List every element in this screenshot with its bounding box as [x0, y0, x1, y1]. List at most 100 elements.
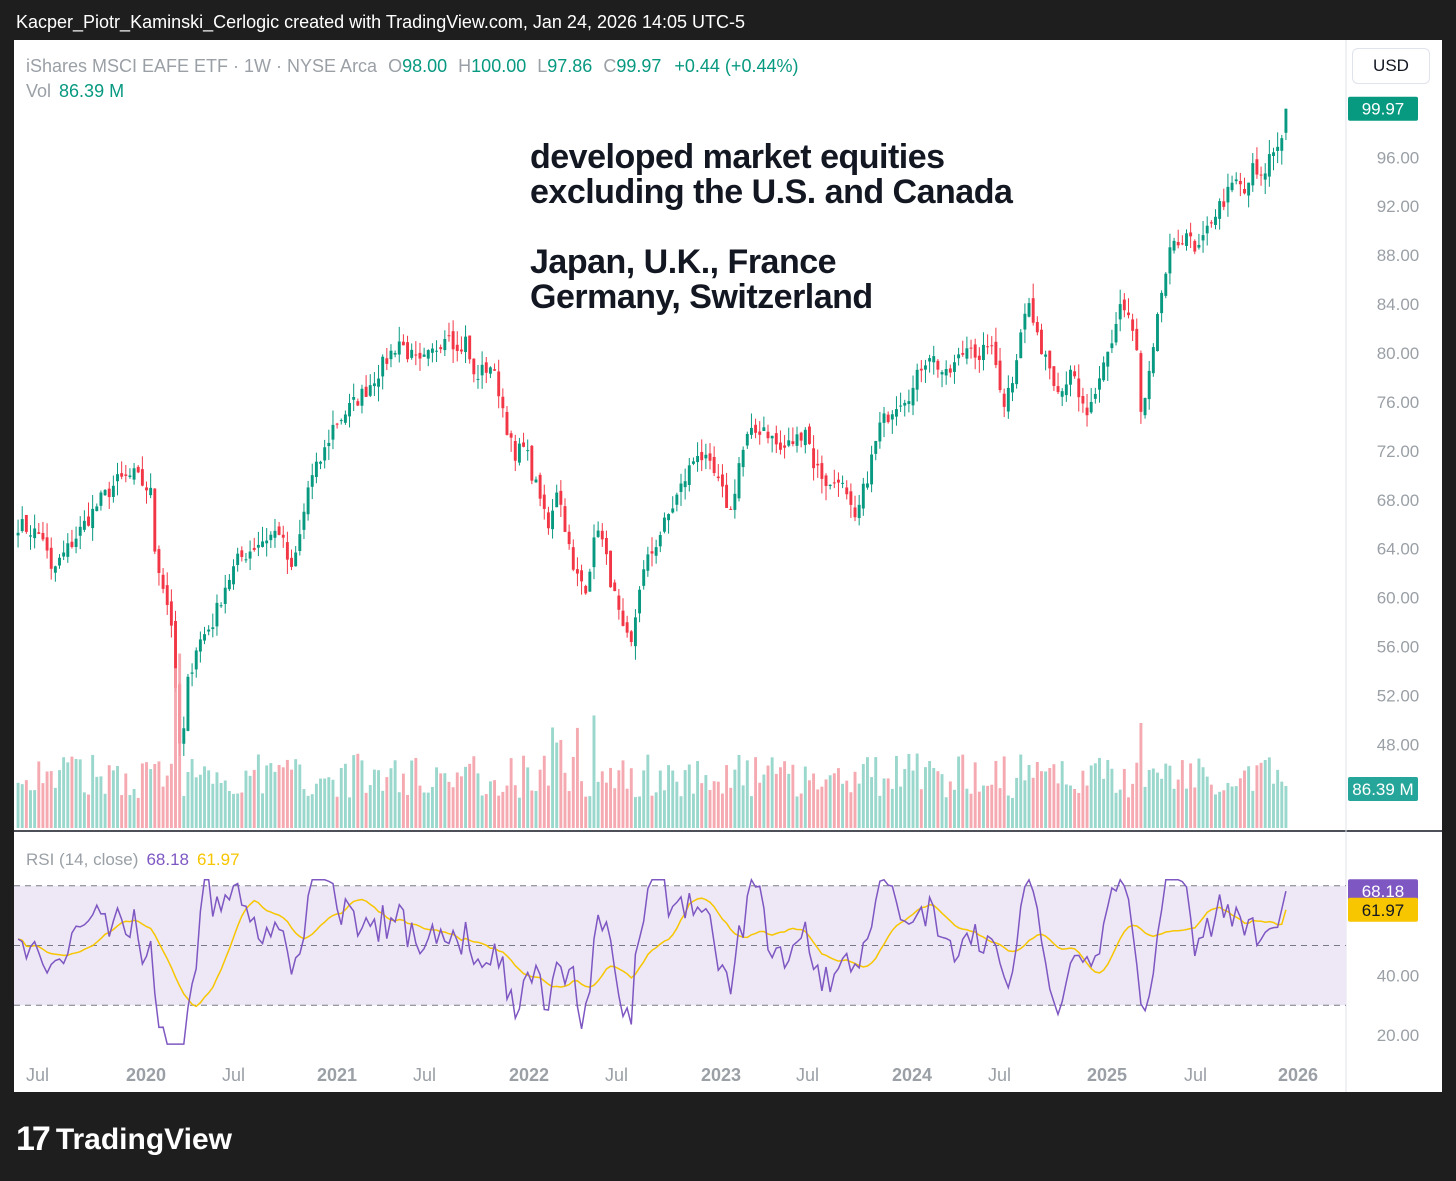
- candle-body: [252, 547, 256, 550]
- volume-bar: [219, 782, 223, 828]
- candle-body: [1259, 174, 1263, 176]
- volume-bar: [1011, 797, 1014, 828]
- candle-body: [1214, 216, 1217, 225]
- candle-body: [924, 365, 927, 370]
- volume-bar: [87, 794, 90, 828]
- candle-body: [203, 634, 206, 641]
- volume-bar: [741, 785, 745, 828]
- text-annotation[interactable]: developed market equities excluding the …: [530, 140, 1013, 315]
- volume-bar: [799, 793, 803, 828]
- volume-bar: [592, 715, 596, 828]
- candle-body: [1035, 321, 1039, 333]
- candle-body: [853, 507, 857, 518]
- volume-bar: [691, 793, 695, 828]
- candle-body: [62, 552, 66, 557]
- volume-bar: [725, 765, 729, 828]
- price-tick-label: 56.00: [1377, 638, 1420, 657]
- volume-bar: [774, 773, 778, 828]
- candle-body: [737, 463, 741, 499]
- volume-bar: [1247, 766, 1251, 828]
- candle-body: [418, 352, 422, 359]
- candle-body: [770, 435, 774, 439]
- candle-body: [1238, 180, 1242, 185]
- open-value: 98.00: [402, 56, 448, 76]
- volume-bar: [1052, 764, 1056, 828]
- volume-bar: [285, 759, 289, 828]
- candle-body: [285, 542, 289, 560]
- candle-body: [207, 629, 211, 632]
- candle-body: [1255, 159, 1259, 175]
- volume-bar: [107, 765, 111, 828]
- candle-body: [480, 364, 484, 376]
- candle-body: [1023, 313, 1027, 330]
- candle-body: [1222, 201, 1226, 207]
- candle-body: [513, 441, 517, 461]
- rsi-line: [17, 877, 1287, 1045]
- volume-bar: [1023, 780, 1027, 828]
- candle-body: [899, 405, 903, 407]
- candle-body: [227, 579, 231, 590]
- candle-body: [136, 466, 140, 473]
- volume-bar: [671, 770, 675, 828]
- volume-bar: [1276, 769, 1280, 828]
- volume-bar: [534, 791, 538, 828]
- candle-body: [969, 347, 973, 349]
- symbol-name[interactable]: iShares MSCI EAFE ETF · 1W · NYSE Arca: [26, 56, 378, 76]
- volume-bar: [899, 786, 903, 828]
- price-chart[interactable]: 96.00 92.00 88.00 84.00 80.00 76.00 72.00 68.00…: [14, 40, 1442, 1092]
- currency-button[interactable]: USD: [1352, 48, 1430, 84]
- candle-body: [37, 532, 41, 534]
- volume-bar: [505, 785, 509, 828]
- volume-bar: [381, 790, 385, 828]
- volume-bar: [1238, 778, 1242, 828]
- candle-body: [596, 530, 600, 537]
- volume-bar: [683, 770, 687, 828]
- candle-body: [1205, 225, 1209, 234]
- candle-body: [890, 414, 894, 420]
- volume-bar: [397, 792, 401, 828]
- candle-body: [754, 424, 758, 433]
- volume-bar: [331, 779, 335, 828]
- rsi-legend[interactable]: RSI (14, close) 68.18 61.97: [26, 850, 240, 870]
- volume-legend[interactable]: Vol 86.39 M: [26, 81, 124, 102]
- candle-body: [903, 402, 907, 406]
- volume-bar: [1164, 763, 1168, 828]
- volume-bar: [406, 794, 409, 828]
- volume-bar: [982, 785, 985, 828]
- candle-body: [194, 650, 198, 670]
- candle-body: [609, 550, 613, 588]
- volume-bar: [824, 779, 828, 828]
- volume-bar: [687, 764, 691, 828]
- volume-bar: [803, 766, 807, 828]
- volume-bar: [1135, 762, 1139, 828]
- volume-bar: [716, 781, 720, 828]
- candle-body: [1176, 241, 1180, 246]
- candle-body: [774, 433, 778, 445]
- candle-body: [91, 508, 95, 529]
- volume-bar: [621, 760, 625, 828]
- volume-bar: [861, 764, 865, 828]
- candle-body: [223, 587, 227, 604]
- candle-body: [1019, 332, 1023, 359]
- volume-bar: [1243, 770, 1246, 828]
- candle-body: [120, 473, 124, 477]
- volume-bar: [1214, 794, 1217, 828]
- candle-body: [961, 353, 965, 355]
- volume-bar: [182, 796, 186, 828]
- volume-bar: [679, 796, 683, 828]
- candle-body: [915, 369, 919, 390]
- tradingview-brand[interactable]: 17 TradingView: [16, 1120, 232, 1159]
- volume-bar: [633, 797, 637, 828]
- candle-body: [1077, 378, 1081, 398]
- symbol-legend[interactable]: iShares MSCI EAFE ETF · 1W · NYSE Arca O…: [26, 56, 798, 77]
- candle-body: [327, 442, 331, 447]
- volume-bar: [1205, 776, 1209, 828]
- volume-bar: [319, 778, 322, 828]
- volume-bar: [766, 765, 770, 828]
- candle-body: [936, 360, 940, 370]
- candle-body: [49, 547, 53, 569]
- candle-body: [356, 401, 360, 406]
- chart-panel[interactable]: 96.00 92.00 88.00 84.00 80.00 76.00 72.00 68.00…: [14, 40, 1442, 1092]
- time-axis-label: Jul: [413, 1065, 436, 1085]
- candle-body: [824, 475, 828, 486]
